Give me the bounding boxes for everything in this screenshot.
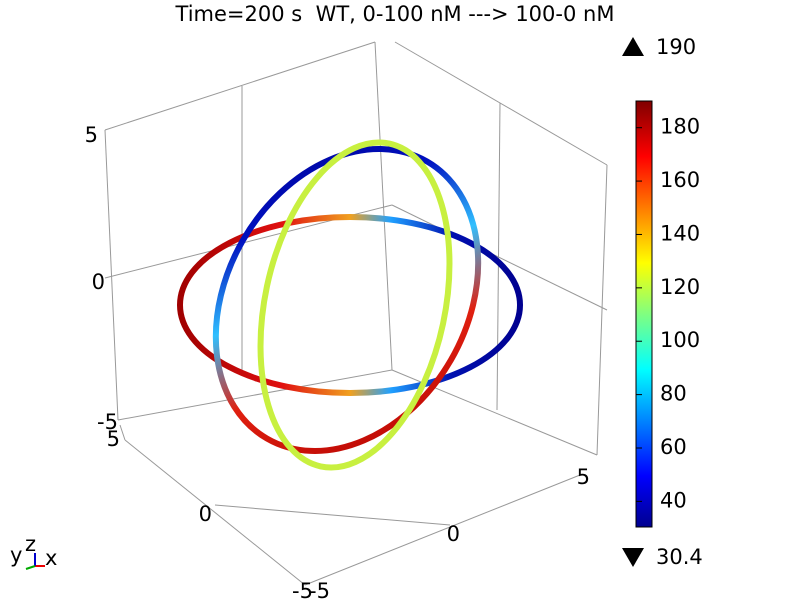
colorbar-tick-label: 80 <box>660 382 687 406</box>
colorbar-tick-label: 100 <box>660 328 700 352</box>
x-tick-label: 0 <box>447 522 460 546</box>
colorbar-tick-label: 140 <box>660 221 700 245</box>
axis-triad: x y z <box>10 532 57 570</box>
z-tick-label: -5 <box>97 410 118 434</box>
z-tick-label: 5 <box>85 123 98 147</box>
axis-label-y: y <box>10 543 22 567</box>
min-marker <box>622 548 644 567</box>
colorbar-tick-label: 120 <box>660 275 700 299</box>
x-tick-label: -5 <box>309 579 330 600</box>
colorbar-tick-label: 60 <box>660 435 687 459</box>
z-tick-label: 0 <box>92 270 105 294</box>
colorbar <box>635 100 653 528</box>
max-marker <box>622 37 644 56</box>
colorbar-tick-label: 40 <box>660 488 687 512</box>
x-tick-label: 5 <box>577 465 590 489</box>
colorbar-tick-label: 160 <box>660 168 700 192</box>
colorbar-max: 190 <box>656 35 696 59</box>
axis-label-z: z <box>25 532 36 556</box>
axis-label-x: x <box>45 546 57 570</box>
colorbar-min: 30.4 <box>656 545 703 569</box>
y-tick-label: 0 <box>199 502 212 526</box>
y-tick-label: 5 <box>107 427 120 451</box>
y-tick-label: -5 <box>292 579 313 600</box>
colorbar-tick-label: 180 <box>660 115 700 139</box>
chart-title: Time=200 s WT, 0-100 nM ---> 100-0 nM <box>175 2 615 26</box>
rings <box>177 139 523 471</box>
